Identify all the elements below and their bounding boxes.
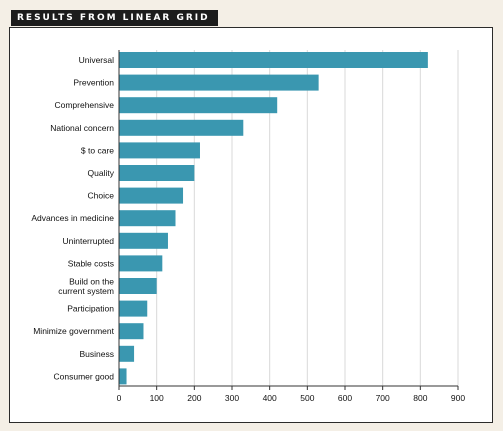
- bar-13: [119, 345, 135, 362]
- x-tick-label-200: 200: [187, 393, 201, 403]
- category-label-0: Universal: [79, 55, 115, 65]
- chart-panel: [9, 27, 493, 423]
- x-axis: 0 100 200 300 400 500 600 700 800 900: [117, 50, 465, 403]
- category-label-5: Quality: [88, 168, 115, 178]
- category-label-2: Comprehensive: [54, 100, 114, 110]
- bar-12: [119, 323, 144, 340]
- x-tick-label-700: 700: [376, 393, 390, 403]
- category-label-6: Choice: [88, 191, 115, 201]
- x-tick-label-800: 800: [413, 393, 427, 403]
- bar-10: [119, 278, 157, 294]
- bar-1: [119, 74, 319, 91]
- bar-2: [119, 97, 278, 114]
- category-label-10: Build on the current system: [58, 276, 114, 296]
- bar-3: [119, 119, 244, 136]
- bar-8: [119, 232, 168, 249]
- bar-9: [119, 255, 163, 272]
- chart-title: RESULTS FROM LINEAR GRID: [11, 10, 218, 26]
- x-tick-label-300: 300: [225, 393, 239, 403]
- x-tick-label-400: 400: [263, 393, 277, 403]
- category-label-14: Consumer good: [54, 371, 115, 381]
- bar-6: [119, 187, 184, 204]
- category-label-11: Participation: [67, 304, 114, 314]
- bars: [119, 52, 428, 385]
- bar-5: [119, 165, 195, 181]
- bar-7: [119, 210, 176, 227]
- category-label-7: Advances in medicine: [31, 213, 114, 223]
- x-tick-label-0: 0: [117, 393, 122, 403]
- category-label-3: National concern: [50, 123, 114, 133]
- x-tick-label-600: 600: [338, 393, 352, 403]
- category-label-4: $ to care: [81, 145, 114, 155]
- category-label-9: Stable costs: [68, 258, 114, 268]
- x-tick-label-100: 100: [150, 393, 164, 403]
- bar-11: [119, 300, 148, 317]
- x-tick-label-900: 900: [451, 393, 465, 403]
- category-labels: Universal Prevention Comprehensive National…: [31, 55, 114, 381]
- bar-14: [119, 368, 127, 385]
- x-tick-label-500: 500: [300, 393, 314, 403]
- category-label-1: Prevention: [73, 78, 114, 88]
- category-label-13: Business: [80, 349, 115, 359]
- bar-4: [119, 142, 200, 159]
- bar-0: [119, 52, 428, 68]
- category-label-12: Minimize government: [33, 326, 114, 336]
- category-label-8: Uninterrupted: [62, 236, 114, 246]
